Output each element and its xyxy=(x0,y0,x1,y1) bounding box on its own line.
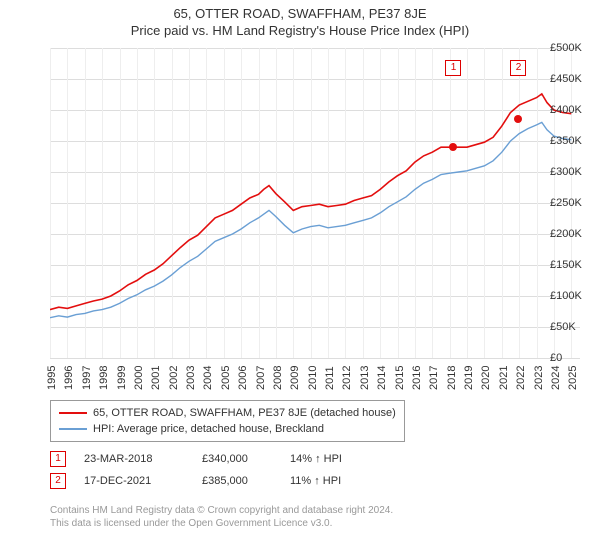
sale-row-marker: 2 xyxy=(50,473,66,489)
legend-item: HPI: Average price, detached house, Brec… xyxy=(59,421,396,437)
x-tick-label: 2018 xyxy=(446,366,458,390)
x-tick-label: 2014 xyxy=(376,366,388,390)
x-tick-label: 2003 xyxy=(185,366,197,390)
legend-label: 65, OTTER ROAD, SWAFFHAM, PE37 8JE (deta… xyxy=(93,405,396,421)
sale-marker-box: 1 xyxy=(445,60,461,76)
chart-title-subtitle: Price paid vs. HM Land Registry's House … xyxy=(0,21,600,38)
y-tick-label: £100K xyxy=(550,290,596,302)
plot-area: 12 xyxy=(50,48,580,358)
x-tick-label: 2016 xyxy=(411,366,423,390)
x-tick-label: 2009 xyxy=(289,366,301,390)
x-tick-label: 1996 xyxy=(63,366,75,390)
x-tick-label: 2015 xyxy=(394,366,406,390)
y-tick-label: £50K xyxy=(550,321,596,333)
legend-swatch xyxy=(59,412,87,414)
y-tick-label: £350K xyxy=(550,135,596,147)
x-tick-label: 2000 xyxy=(133,366,145,390)
sale-row-price: £385,000 xyxy=(202,475,272,487)
x-tick-label: 2001 xyxy=(150,366,162,390)
y-tick-label: £0 xyxy=(550,352,596,364)
x-tick-label: 1999 xyxy=(116,366,128,390)
x-tick-label: 2023 xyxy=(533,366,545,390)
x-tick-label: 2019 xyxy=(463,366,475,390)
x-tick-label: 2008 xyxy=(272,366,284,390)
chart-lines xyxy=(50,48,580,358)
sale-point xyxy=(449,143,457,151)
x-tick-label: 1998 xyxy=(98,366,110,390)
sale-row-price: £340,000 xyxy=(202,453,272,465)
x-tick-label: 2006 xyxy=(237,366,249,390)
sale-row: 2 17-DEC-2021 £385,000 11% ↑ HPI xyxy=(50,470,370,492)
series-price_paid xyxy=(50,94,571,310)
x-tick-label: 2017 xyxy=(428,366,440,390)
x-tick-label: 2024 xyxy=(550,366,562,390)
y-tick-label: £250K xyxy=(550,197,596,209)
x-tick-label: 2025 xyxy=(567,366,579,390)
sale-row-marker: 1 xyxy=(50,451,66,467)
x-tick-label: 2010 xyxy=(307,366,319,390)
x-tick-label: 2004 xyxy=(202,366,214,390)
y-tick-label: £450K xyxy=(550,73,596,85)
x-tick-label: 1997 xyxy=(81,366,93,390)
x-tick-label: 2021 xyxy=(498,366,510,390)
x-tick-label: 2012 xyxy=(341,366,353,390)
sale-row-pct: 11% ↑ HPI xyxy=(290,475,370,487)
sale-row-date: 23-MAR-2018 xyxy=(84,453,184,465)
x-tick-label: 2002 xyxy=(168,366,180,390)
x-tick-label: 2007 xyxy=(255,366,267,390)
sales-table: 1 23-MAR-2018 £340,000 14% ↑ HPI 2 17-DEC-202… xyxy=(50,448,370,492)
x-tick-label: 2005 xyxy=(220,366,232,390)
y-tick-label: £400K xyxy=(550,104,596,116)
series-hpi xyxy=(50,122,571,317)
legend-swatch xyxy=(59,428,87,430)
x-tick-label: 2011 xyxy=(324,366,336,390)
y-tick-label: £500K xyxy=(550,42,596,54)
y-tick-label: £150K xyxy=(550,259,596,271)
x-tick-label: 2013 xyxy=(359,366,371,390)
sale-row-date: 17-DEC-2021 xyxy=(84,475,184,487)
sale-marker-box: 2 xyxy=(510,60,526,76)
sale-point xyxy=(514,115,522,123)
sale-row-pct: 14% ↑ HPI xyxy=(290,453,370,465)
gridline-horizontal xyxy=(50,358,580,359)
footer-line2: This data is licensed under the Open Gov… xyxy=(50,517,393,530)
x-tick-label: 1995 xyxy=(46,366,58,390)
x-tick-label: 2020 xyxy=(480,366,492,390)
footer-line1: Contains HM Land Registry data © Crown c… xyxy=(50,504,393,517)
x-tick-label: 2022 xyxy=(515,366,527,390)
y-tick-label: £300K xyxy=(550,166,596,178)
y-tick-label: £200K xyxy=(550,228,596,240)
footer-attribution: Contains HM Land Registry data © Crown c… xyxy=(50,504,393,530)
chart-title-address: 65, OTTER ROAD, SWAFFHAM, PE37 8JE xyxy=(0,0,600,21)
legend-label: HPI: Average price, detached house, Brec… xyxy=(93,421,324,437)
sale-row: 1 23-MAR-2018 £340,000 14% ↑ HPI xyxy=(50,448,370,470)
chart-container: 65, OTTER ROAD, SWAFFHAM, PE37 8JE Price… xyxy=(0,0,600,560)
legend-item: 65, OTTER ROAD, SWAFFHAM, PE37 8JE (deta… xyxy=(59,405,396,421)
legend: 65, OTTER ROAD, SWAFFHAM, PE37 8JE (deta… xyxy=(50,400,405,442)
